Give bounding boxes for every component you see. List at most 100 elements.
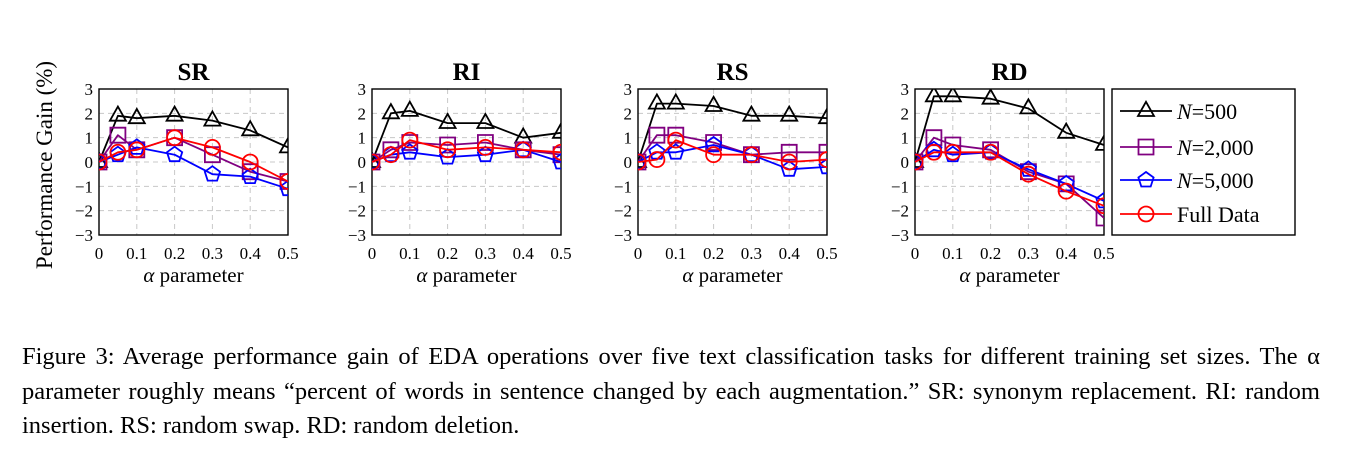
series-n-500-line (99, 114, 288, 163)
series-full-data-point (705, 146, 722, 164)
series-group (99, 104, 288, 197)
x-axis-label: α parameter (143, 263, 243, 287)
x-tick-label: 0.3 (202, 244, 223, 263)
gridlines (914, 88, 1105, 236)
x-tick-label: 0.1 (942, 244, 963, 263)
y-tick-label: −2 (891, 202, 909, 221)
legend-box (1111, 88, 1296, 236)
series-n-2-000-point (818, 143, 827, 161)
series-n-500-point (704, 94, 724, 112)
x-tick-label: 0.5 (816, 244, 837, 263)
y-tick-label: 1 (901, 129, 910, 148)
x-tick-label: 0.2 (980, 244, 1001, 263)
series-n-2-000-line (915, 136, 1104, 219)
x-axis-label: α parameter (959, 263, 1059, 287)
x-tick-label: 0 (95, 244, 104, 263)
y-tick-label: 2 (85, 104, 94, 123)
y-tick-label: −1 (891, 177, 909, 196)
series-full-data-point (915, 153, 924, 171)
chart-title: RS (717, 59, 749, 86)
legend-entry: N=500 (1120, 99, 1237, 124)
x-tick-label: 0.4 (1056, 244, 1078, 263)
series-full-data-point (1095, 197, 1104, 215)
series-n-500-point (943, 89, 963, 103)
series-full-data-point (372, 153, 381, 171)
x-tick-label: 0.5 (550, 244, 571, 263)
x-tick-label: 0.2 (164, 244, 185, 263)
series-full-data-line (99, 136, 288, 183)
y-tick-label: −3 (75, 226, 93, 245)
legend-label-text: =2,000 (1192, 135, 1254, 160)
series-full-data-point (552, 143, 561, 161)
series-full-data-point (99, 153, 108, 171)
series-full-data-line (638, 139, 827, 163)
y-tick-label: 3 (901, 80, 910, 99)
legend-marker (1137, 205, 1155, 223)
x-tick-label: 0.4 (240, 244, 262, 263)
series-n-5-000-point (704, 135, 723, 153)
series-n-500-point (278, 136, 288, 154)
series-n-500-point (127, 107, 147, 125)
x-tick-label: 0 (634, 244, 643, 263)
series-full-data-point (648, 151, 666, 168)
x-axis-label-word: parameter (970, 263, 1059, 287)
x-axis-label-symbol: α (959, 263, 971, 287)
legend-label-text: Full Data (1177, 202, 1260, 227)
y-tick-label: −1 (614, 177, 632, 196)
series-n-5-000-point (241, 167, 259, 185)
y-tick-label: −1 (75, 177, 93, 196)
series-full-data-point (514, 141, 532, 159)
series-n-500-point (438, 112, 458, 129)
y-tick-label: 2 (358, 104, 367, 123)
series-n-5-000-point (203, 165, 222, 182)
series-n-500-point (779, 104, 799, 122)
series-n-5-000-point (552, 152, 561, 170)
series-full-data-point (743, 146, 760, 164)
figure-caption: Figure 3: Average performance gain of ED… (22, 343, 1320, 439)
legend-label-text: =500 (1192, 99, 1237, 124)
x-tick-label: 0.3 (1018, 244, 1039, 263)
y-tick-label: −2 (75, 202, 93, 221)
series-full-data-point (382, 146, 400, 164)
series-full-data-point (780, 153, 798, 171)
x-tick-label: 0.1 (126, 244, 147, 263)
y-tick-label: −2 (348, 202, 366, 221)
series-n-500-point (400, 99, 420, 117)
y-tick-label: −1 (348, 177, 366, 196)
series-n-500-point (741, 104, 761, 122)
y-tick-label: −3 (891, 226, 909, 245)
legend-marker (1137, 170, 1155, 188)
series-n-2-000-point (552, 146, 561, 164)
legend-entry: N=5,000 (1120, 168, 1254, 193)
chart-title: SR (178, 59, 211, 86)
y-tick-label: −3 (348, 226, 366, 245)
series-full-data-point (925, 143, 943, 161)
series-n-2-000-line (638, 134, 827, 163)
legend-label-text: =5,000 (1192, 168, 1254, 193)
x-tick-label: 0 (911, 244, 920, 263)
series-group (915, 89, 1104, 227)
series-full-data-point (166, 129, 184, 147)
series-full-data-point (109, 143, 127, 161)
series-full-data-line (915, 151, 1104, 207)
series-n-500-point (475, 112, 495, 129)
legend-marker (1136, 99, 1156, 117)
series-group (372, 99, 561, 171)
series-n-2-000-point (648, 126, 666, 144)
series-n-5-000-line (99, 146, 288, 190)
x-axis-label: α parameter (682, 263, 782, 287)
series-full-data-point (638, 153, 647, 171)
series-n-2-000-point (1095, 209, 1104, 227)
series-n-5-000-point (944, 145, 962, 163)
series-n-500-point (924, 89, 944, 103)
x-axis-label-word: parameter (154, 263, 243, 287)
series-n-5-000-point (128, 138, 146, 155)
x-tick-label: 0.2 (703, 244, 724, 263)
series-full-data-point (1020, 165, 1037, 183)
series-full-data-point (667, 131, 685, 149)
series-full-data-point (401, 131, 419, 149)
series-n-500-line (372, 110, 561, 163)
